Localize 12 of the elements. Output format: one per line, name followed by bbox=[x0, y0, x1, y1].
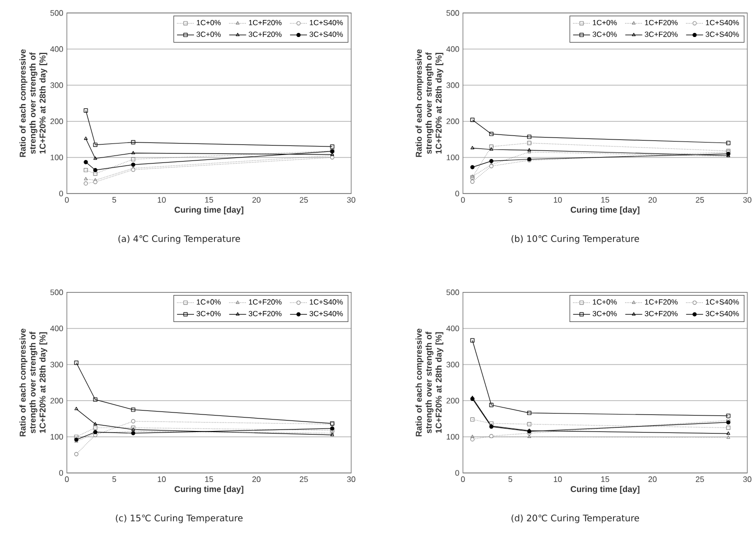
y-axis-title: Ratio of each compressive strength over strength of 1C+F20% at 28th day [%] bbox=[19, 49, 48, 158]
text: (d) 20℃ Curing Temperature bbox=[512, 514, 640, 524]
y-axis-title: Ratio of each compressive strength over strength of 1C+F20% at 28th day [%] bbox=[416, 328, 444, 436]
x-axis-title: Curing time [day] bbox=[174, 486, 244, 494]
x-axis-title: Curing time [day] bbox=[570, 206, 640, 215]
y-axis-title: Ratio of each compressive strength over strength of 1C+F20% at 28th day [%] bbox=[19, 328, 48, 436]
y-axis-title: Ratio of each compressive strength over strength of 1C+F20% at 28th day [%] bbox=[416, 49, 444, 158]
x-axis-title: Curing time [day] bbox=[174, 206, 244, 215]
text: (a) 4℃ Curing Temperature bbox=[118, 235, 240, 244]
x-axis-title: Curing time [day] bbox=[570, 486, 640, 494]
text: (c) 15℃ Curing Temperature bbox=[116, 514, 243, 524]
text: (b) 10℃ Curing Temperature bbox=[512, 235, 640, 244]
